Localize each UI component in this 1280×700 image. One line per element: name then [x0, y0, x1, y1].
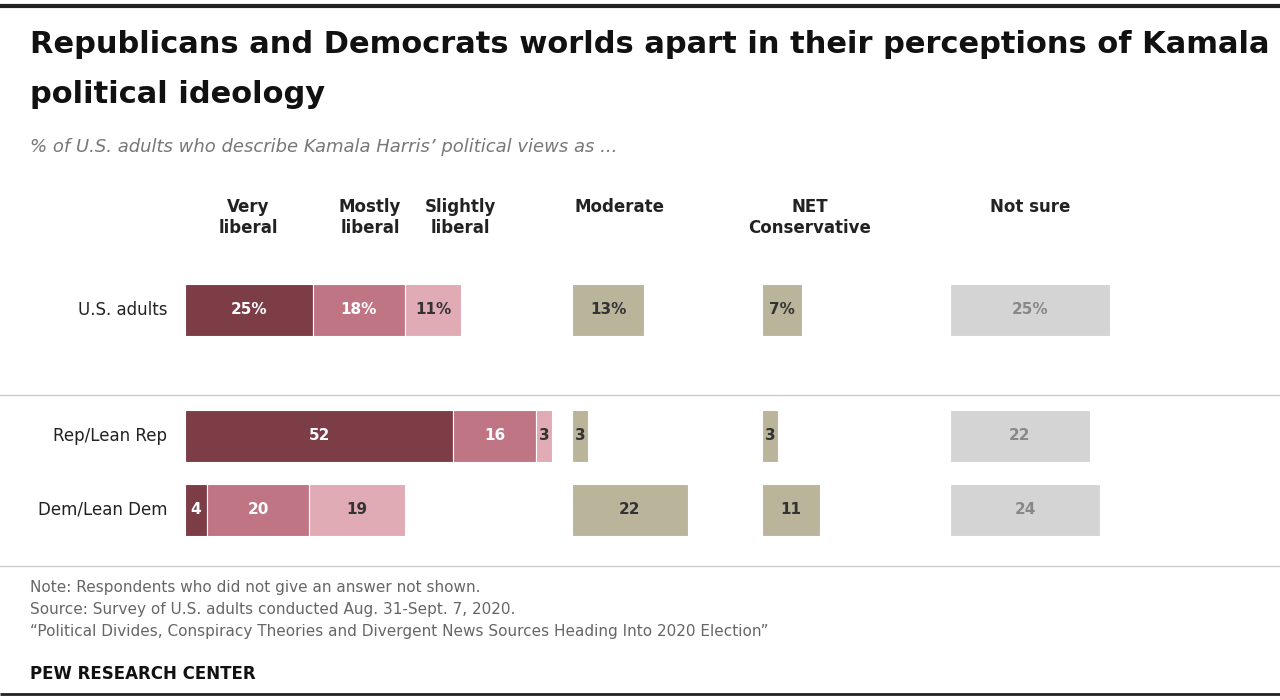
Text: 22: 22	[620, 503, 641, 517]
Bar	[762, 484, 820, 536]
Text: 19: 19	[347, 503, 367, 517]
Text: 7%: 7%	[769, 302, 795, 318]
Text: Moderate: Moderate	[575, 198, 666, 216]
Text: political ideology: political ideology	[29, 80, 325, 109]
Bar	[536, 410, 552, 462]
Text: 13%: 13%	[590, 302, 626, 318]
Text: Source: Survey of U.S. adults conducted Aug. 31-Sept. 7, 2020.: Source: Survey of U.S. adults conducted …	[29, 602, 516, 617]
Bar	[762, 284, 803, 336]
Text: 25%: 25%	[230, 302, 268, 318]
Text: 11%: 11%	[415, 302, 451, 318]
Text: U.S. adults: U.S. adults	[78, 301, 166, 319]
Bar	[453, 410, 536, 462]
Text: 3: 3	[539, 428, 549, 444]
Text: “Political Divides, Conspiracy Theories and Divergent News Sources Heading Into : “Political Divides, Conspiracy Theories …	[29, 624, 768, 639]
Text: Not sure: Not sure	[989, 198, 1070, 216]
Text: 25%: 25%	[1011, 302, 1048, 318]
Text: 24: 24	[1014, 503, 1036, 517]
Text: 18%: 18%	[340, 302, 378, 318]
Bar	[404, 284, 461, 336]
Text: Note: Respondents who did not give an answer not shown.: Note: Respondents who did not give an an…	[29, 580, 480, 595]
Text: PEW RESEARCH CENTER: PEW RESEARCH CENTER	[29, 665, 256, 683]
Text: 52: 52	[308, 428, 330, 444]
Bar	[950, 484, 1100, 536]
Text: 11: 11	[781, 503, 801, 517]
Bar	[950, 410, 1091, 462]
Text: Rep/Lean Rep: Rep/Lean Rep	[52, 427, 166, 445]
Text: 4: 4	[191, 503, 201, 517]
Bar	[572, 410, 588, 462]
Text: NET
Conservative: NET Conservative	[749, 198, 872, 237]
Bar	[314, 284, 404, 336]
Text: Republicans and Democrats worlds apart in their perceptions of Kamala Harris’: Republicans and Democrats worlds apart i…	[29, 30, 1280, 59]
Text: Mostly
liberal: Mostly liberal	[339, 198, 401, 237]
Text: Very
liberal: Very liberal	[219, 198, 278, 237]
Text: Dem/Lean Dem: Dem/Lean Dem	[37, 501, 166, 519]
Text: 3: 3	[575, 428, 585, 444]
Bar	[572, 284, 644, 336]
Text: % of U.S. adults who describe Kamala Harris’ political views as ...: % of U.S. adults who describe Kamala Har…	[29, 138, 617, 156]
Bar	[950, 284, 1110, 336]
Text: 20: 20	[247, 503, 269, 517]
Bar	[308, 484, 404, 536]
Text: 22: 22	[1009, 428, 1030, 444]
Text: 3: 3	[764, 428, 776, 444]
Bar	[186, 410, 453, 462]
Text: Slightly
liberal: Slightly liberal	[424, 198, 495, 237]
Bar	[186, 484, 207, 536]
Bar	[762, 410, 778, 462]
Text: 16: 16	[484, 428, 506, 444]
Bar	[186, 284, 314, 336]
Bar	[207, 484, 308, 536]
Bar	[572, 484, 689, 536]
